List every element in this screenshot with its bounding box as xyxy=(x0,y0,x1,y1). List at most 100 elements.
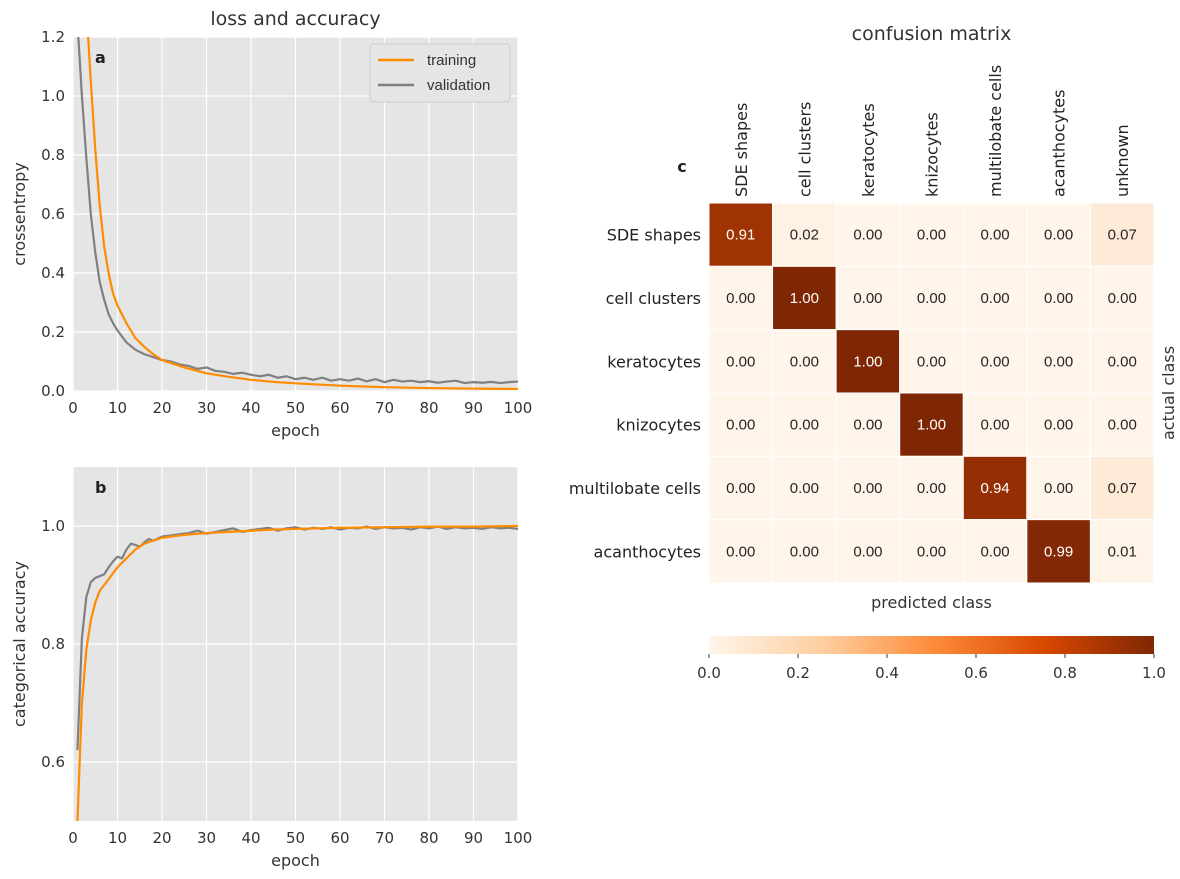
x-tick-label: 10 xyxy=(108,399,127,417)
heatmap-cell xyxy=(899,329,964,394)
cell-value-label: 0.00 xyxy=(917,543,946,560)
heatmap-cell xyxy=(1026,455,1091,521)
y-tick-label: 0.2 xyxy=(41,323,65,341)
heatmap-cell xyxy=(962,202,1028,267)
cell-value-label: 0.99 xyxy=(1044,543,1073,560)
cell-value-label: 0.00 xyxy=(917,353,946,370)
cell-value-label: 0.00 xyxy=(726,353,755,370)
x-tick-label: 20 xyxy=(152,829,171,847)
heatmap-cell xyxy=(708,455,774,521)
y-tick-label: 0.8 xyxy=(41,146,65,164)
x-tick-label: 50 xyxy=(286,829,305,847)
y-axis-label: categorical accuracy xyxy=(10,561,29,727)
heatmap-cell xyxy=(1089,265,1155,331)
cell-value-label: 0.00 xyxy=(790,543,819,560)
x-tick-label: 90 xyxy=(464,399,483,417)
cell-value-label: 0.00 xyxy=(980,417,1009,434)
cell-value-label: 0.00 xyxy=(1044,227,1073,244)
series-line-training xyxy=(87,37,518,391)
colorbar-tick-label: 0.6 xyxy=(964,664,988,682)
y-tick-label: 0.4 xyxy=(41,264,65,282)
heatmap-cell xyxy=(772,329,837,394)
y-tick-label: 1.0 xyxy=(41,517,65,535)
cell-value-label: 0.00 xyxy=(726,417,755,434)
legend-label-training: training xyxy=(427,52,476,69)
x-tick-label: 100 xyxy=(504,829,533,847)
cell-value-label: 0.00 xyxy=(726,543,755,560)
heatmap-cell xyxy=(835,265,901,331)
heatmap-cell xyxy=(1026,519,1091,584)
heatmap-cell xyxy=(1026,202,1091,267)
cell-value-label: 0.00 xyxy=(980,543,1009,560)
x-tick-label: 20 xyxy=(152,399,171,417)
cell-value-label: 0.00 xyxy=(980,290,1009,307)
x-axis-label: epoch xyxy=(271,851,320,870)
colorbar-tick-label: 0.0 xyxy=(697,664,721,682)
column-label: SDE shapes xyxy=(732,103,751,197)
panel-a: 0 10 20 30 40 50 60 70 80 90 100 0.0 0.2 0.4 0.6 0.8 1.0… xyxy=(10,8,533,440)
heatmap-cell xyxy=(772,392,837,457)
panel-letter: a xyxy=(95,48,106,67)
heatmap-cell xyxy=(772,519,837,584)
heatmap-cell xyxy=(835,392,901,457)
cell-value-label: 0.00 xyxy=(917,290,946,307)
heatmap-cell xyxy=(708,265,774,331)
heatmap-cell xyxy=(772,265,837,331)
colorbar-tick-label: 0.2 xyxy=(786,664,810,682)
cell-value-label: 0.00 xyxy=(790,417,819,434)
series-line-validation xyxy=(76,525,518,751)
heatmap-title: confusion matrix xyxy=(852,23,1012,45)
heatmap-cell xyxy=(1089,455,1155,521)
legend-label-validation: validation xyxy=(427,77,490,94)
cell-value-label: 0.00 xyxy=(853,227,882,244)
series-line-training xyxy=(76,524,518,821)
x-tick-label: 10 xyxy=(108,829,127,847)
x-tick-label: 60 xyxy=(330,399,349,417)
x-tick-label: 100 xyxy=(504,399,533,417)
heatmap-cell xyxy=(1026,329,1091,394)
heatmap-cell xyxy=(708,519,774,584)
cell-value-label: 0.00 xyxy=(980,227,1009,244)
column-label: cell clusters xyxy=(795,102,814,197)
cell-value-label: 0.00 xyxy=(980,353,1009,370)
y-tick-label: 0.6 xyxy=(41,205,65,223)
cell-value-label: 0.00 xyxy=(853,480,882,497)
legend-frame xyxy=(369,43,511,103)
x-tick-label: 40 xyxy=(241,399,260,417)
heatmap-cell xyxy=(772,202,837,267)
x-tick-label: 70 xyxy=(375,399,394,417)
row-label: knizocytes xyxy=(616,416,701,435)
x-tick-label: 50 xyxy=(286,399,305,417)
y-tick-label: 0.0 xyxy=(41,382,65,400)
column-label: keratocytes xyxy=(859,103,878,197)
cell-value-label: 0.00 xyxy=(1044,290,1073,307)
heatmap-cell xyxy=(962,519,1028,584)
y-axis-label: actual class xyxy=(1159,346,1178,440)
cell-value-label: 0.01 xyxy=(1108,543,1137,560)
cell-value-label: 0.00 xyxy=(790,353,819,370)
column-label: knizocytes xyxy=(922,112,941,197)
heatmap-cell xyxy=(835,329,901,394)
heatmap-cell xyxy=(1089,202,1155,267)
x-tick-label: 0 xyxy=(68,399,78,417)
cell-value-label: 0.07 xyxy=(1108,480,1137,497)
column-label: acanthocytes xyxy=(1050,90,1069,197)
cell-value-label: 0.00 xyxy=(1044,417,1073,434)
heatmap-cell xyxy=(899,392,964,457)
cell-value-label: 1.00 xyxy=(790,290,819,307)
x-tick-label: 80 xyxy=(419,829,438,847)
y-tick-label: 0.8 xyxy=(41,635,65,653)
x-tick-label: 30 xyxy=(197,399,216,417)
cell-value-label: 0.94 xyxy=(980,480,1009,497)
panel-b: 0 10 20 30 40 50 60 70 80 90 100 0.6 0.8 1.0 epoch cate… xyxy=(10,467,532,870)
heatmap-cell xyxy=(962,265,1028,331)
series-line-validation xyxy=(77,37,518,385)
x-tick-label: 30 xyxy=(197,829,216,847)
colorbar-tick-label: 0.4 xyxy=(875,664,899,682)
row-label: cell clusters xyxy=(606,289,701,308)
row-label: multilobate cells xyxy=(569,479,701,498)
x-tick-label: 70 xyxy=(375,829,394,847)
row-label: acanthocytes xyxy=(594,542,701,561)
cell-value-label: 0.00 xyxy=(790,480,819,497)
